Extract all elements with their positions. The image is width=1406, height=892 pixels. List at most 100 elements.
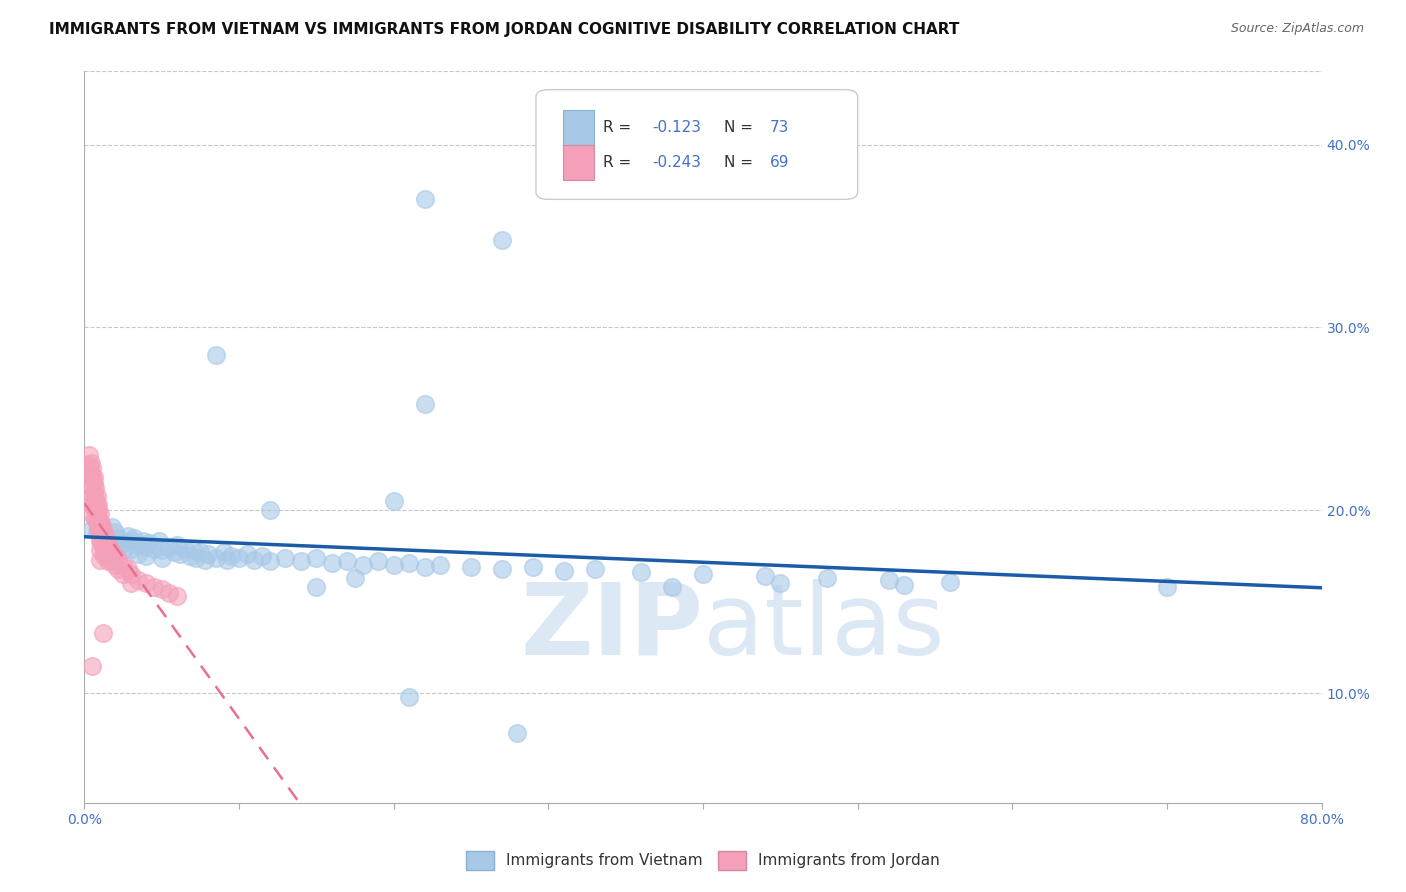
Point: [96, 536, 118, 550]
Point: [166, 538, 188, 552]
Point: [692, 567, 714, 582]
Point: [117, 562, 139, 576]
Point: [91, 625, 114, 640]
Point: [135, 576, 157, 591]
Point: [135, 549, 157, 563]
Point: [893, 578, 915, 592]
Point: [77, 458, 100, 472]
Text: IMMIGRANTS FROM VIETNAM VS IMMIGRANTS FROM JORDAN COGNITIVE DISABILITY CORRELATI: IMMIGRANTS FROM VIETNAM VS IMMIGRANTS FR…: [49, 22, 959, 37]
Point: [87, 503, 110, 517]
Point: [769, 576, 792, 591]
Point: [112, 543, 135, 558]
Point: [87, 498, 110, 512]
Point: [367, 554, 389, 568]
Point: [159, 540, 180, 554]
Point: [94, 549, 117, 563]
FancyBboxPatch shape: [564, 145, 595, 180]
Point: [506, 726, 529, 740]
Point: [219, 549, 242, 563]
Point: [127, 547, 149, 561]
Point: [290, 554, 312, 568]
Point: [259, 503, 281, 517]
Point: [101, 554, 124, 568]
Point: [96, 545, 118, 559]
Point: [96, 554, 118, 568]
Point: [413, 193, 436, 207]
Point: [939, 574, 962, 589]
Point: [413, 560, 436, 574]
FancyBboxPatch shape: [536, 90, 858, 200]
Point: [259, 554, 281, 568]
Point: [84, 503, 107, 517]
Point: [460, 560, 482, 574]
Point: [98, 549, 121, 563]
Point: [94, 531, 117, 545]
Point: [83, 485, 105, 500]
Point: [104, 549, 127, 563]
Point: [205, 550, 228, 565]
Point: [101, 519, 124, 533]
Point: [107, 531, 129, 545]
Point: [179, 549, 201, 563]
Point: [84, 512, 107, 526]
Point: [305, 550, 328, 565]
Text: -0.243: -0.243: [652, 155, 702, 170]
Point: [243, 552, 266, 566]
Point: [93, 534, 115, 549]
Point: [150, 582, 173, 596]
Point: [93, 543, 115, 558]
Point: [83, 475, 105, 490]
Point: [82, 507, 104, 521]
Point: [184, 550, 207, 565]
Text: -0.123: -0.123: [652, 120, 702, 136]
Point: [86, 507, 108, 521]
Point: [143, 580, 166, 594]
Point: [120, 567, 142, 582]
Point: [89, 517, 111, 532]
Point: [159, 585, 180, 599]
Point: [250, 549, 273, 563]
Point: [583, 562, 606, 576]
Point: [305, 580, 328, 594]
Point: [87, 521, 110, 535]
Text: atlas: atlas: [703, 579, 945, 676]
Text: 69: 69: [770, 155, 789, 170]
Text: R =: R =: [603, 120, 636, 136]
Point: [82, 489, 104, 503]
Point: [135, 540, 157, 554]
Point: [120, 576, 142, 591]
Point: [107, 552, 129, 566]
Text: R =: R =: [603, 155, 636, 170]
Point: [127, 538, 149, 552]
Point: [86, 525, 108, 540]
Point: [413, 397, 436, 411]
Point: [143, 541, 166, 556]
Point: [82, 461, 104, 475]
Point: [79, 467, 101, 481]
Point: [150, 550, 173, 565]
Point: [336, 554, 359, 568]
Point: [77, 448, 100, 462]
Legend: Immigrants from Vietnam, Immigrants from Jordan: Immigrants from Vietnam, Immigrants from…: [460, 845, 946, 876]
Point: [630, 566, 652, 580]
Point: [138, 536, 160, 550]
Point: [148, 534, 170, 549]
Point: [491, 233, 513, 247]
Point: [82, 470, 104, 484]
Point: [90, 525, 112, 540]
Point: [321, 556, 343, 570]
Point: [491, 562, 513, 576]
Point: [877, 573, 900, 587]
Point: [205, 348, 228, 362]
FancyBboxPatch shape: [564, 110, 595, 145]
Text: ZIP: ZIP: [520, 579, 703, 676]
Point: [84, 491, 107, 505]
Point: [122, 531, 145, 545]
Point: [91, 531, 114, 545]
Point: [127, 573, 149, 587]
Point: [197, 547, 219, 561]
Point: [132, 534, 155, 549]
Point: [104, 540, 127, 554]
Point: [82, 658, 104, 673]
Point: [215, 552, 238, 566]
